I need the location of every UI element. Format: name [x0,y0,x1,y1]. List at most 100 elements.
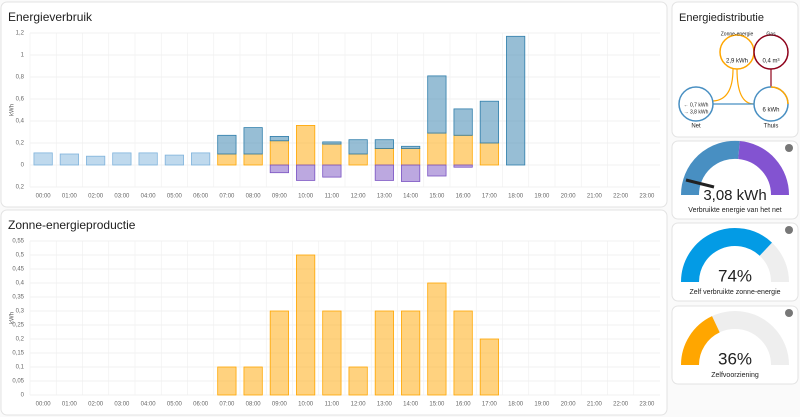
y-tick-label: 1 [21,53,25,59]
x-tick-label: 15:00 [429,194,445,200]
bar [217,366,237,396]
x-tick-label: 12:00 [351,402,367,408]
x-tick-label: 11:00 [325,194,340,200]
x-tick-label: 21:00 [587,402,603,408]
bar [322,164,342,178]
gas-node [753,34,789,70]
bar [243,127,263,155]
x-tick-label: 10:00 [298,194,314,200]
y-tick-label: 0,5 [16,253,25,259]
y-tick-label: 0,55 [12,239,24,245]
bar [453,108,473,136]
y-tick-label: 0,05 [12,379,24,385]
gauge-label: Zelf verbruikte zonne-energie [689,289,780,296]
y-tick-label: 0,25 [12,323,24,329]
gauge-arc [681,228,772,283]
x-tick-label: 09:00 [272,402,288,408]
node-value: 0,4 m³ [762,59,779,65]
y-tick-label: 1,2 [16,31,25,37]
bar [453,134,473,166]
y-tick-label: 0,2 [16,141,25,147]
bar [506,35,526,166]
y-tick-label: 0,4 [16,281,25,287]
bar [164,154,184,166]
bar [401,164,421,182]
x-tick-label: 03:00 [114,194,130,200]
x-tick-label: 13:00 [377,402,393,408]
x-tick-label: 08:00 [246,402,262,408]
bar [86,155,106,166]
bar [374,139,394,149]
info-icons [785,144,793,317]
x-tick-label: 17:00 [482,194,498,200]
x-tick-label: 00:00 [36,194,52,200]
y-axis-label: kWh [10,312,16,324]
x-tick-label: 14:00 [403,194,419,200]
bar [374,164,394,181]
bar [453,164,473,168]
bar [479,338,499,396]
bar [243,366,263,396]
bar [427,164,447,177]
x-tick-label: 02:00 [88,194,104,200]
x-tick-label: 19:00 [534,194,550,200]
bar [296,164,316,181]
x-tick-label: 06:00 [193,402,209,408]
gauge-label: Zelfvoorziening [711,372,759,379]
x-tick-label: 14:00 [403,402,419,408]
bar [59,153,79,166]
gauge-arc [681,316,721,366]
y-tick-label: 0,2 [16,337,25,343]
bar [269,310,289,396]
x-tick-label: 16:00 [456,194,472,200]
y-tick-label: 0,1 [16,365,25,371]
x-tick-label: 17:00 [482,402,498,408]
bar [374,310,394,396]
x-tick-label: 23:00 [639,402,655,408]
x-tick-label: 03:00 [114,402,130,408]
node-value: 6 kWh [762,108,779,114]
y-tick-label: 0,4 [16,119,25,125]
bar [217,153,237,166]
node-value: → 3,8 kWh [684,109,709,115]
bar [322,141,342,145]
bar [322,310,342,396]
bar [401,148,421,166]
y-axis-label: kWh [10,104,16,116]
home-arc [770,86,789,105]
bar [479,100,499,144]
bar [112,152,132,166]
bar [296,125,316,166]
bar [243,153,263,166]
bar [269,140,289,166]
card-title: Energieverbruik [8,10,93,24]
gauge-value: 74% [718,266,752,285]
y-tick-label: 0 [21,393,25,399]
bar [427,75,447,134]
x-tick-label: 05:00 [167,402,183,408]
x-tick-label: 22:00 [613,194,629,200]
bar [401,310,421,396]
y-tick-label: 0,6 [16,97,25,103]
x-tick-label: 07:00 [219,402,235,408]
gauge-label: Verbruikte energie van het net [688,207,781,214]
x-tick-label: 18:00 [508,194,524,200]
x-tick-label: 23:00 [639,194,655,200]
gauge-arc [680,140,740,196]
x-tick-label: 19:00 [534,402,550,408]
x-tick-label: 13:00 [377,194,393,200]
x-tick-label: 09:00 [272,194,288,200]
bar [296,254,316,396]
y-tick-label: 0,35 [12,295,24,301]
x-tick-label: 21:00 [587,194,603,200]
bar [322,143,342,166]
bar [348,139,368,155]
bar [191,152,211,166]
y-tick-label: 0,2 [16,185,25,191]
bar [374,148,394,166]
y-tick-label: 0,15 [12,351,24,357]
x-tick-label: 12:00 [351,194,367,200]
x-tick-label: 10:00 [298,402,314,408]
bar [427,132,447,166]
